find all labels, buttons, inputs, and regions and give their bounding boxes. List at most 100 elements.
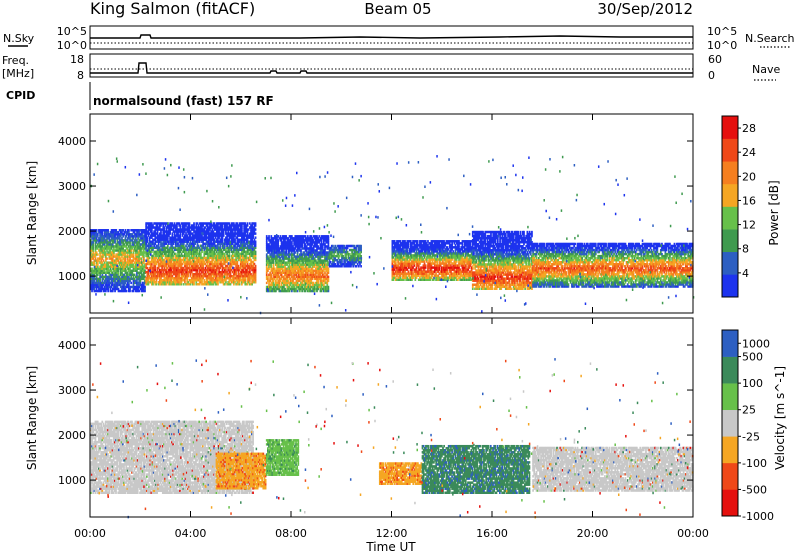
scatter-cell (308, 275, 310, 279)
scatter-cell (193, 248, 195, 252)
scatter-cell (165, 256, 168, 260)
scatter-cell (217, 222, 219, 225)
scatter-cell (305, 247, 308, 250)
scatter-cell (314, 263, 317, 266)
scatter-cell (189, 260, 192, 264)
scatter-cell (125, 233, 128, 236)
scatter-cell (106, 245, 108, 248)
scatter-cell (248, 270, 251, 274)
scatter-cell (158, 276, 161, 280)
scatter-cell (235, 264, 238, 268)
scatter-cell (117, 257, 120, 260)
scatter-cell (146, 236, 149, 239)
scatter-cell (218, 222, 220, 225)
scatter-cell (285, 253, 288, 256)
scatter-cell (115, 283, 118, 287)
scatter-cell (304, 289, 307, 293)
scatter-cell (123, 239, 126, 242)
scatter-cell (160, 240, 162, 243)
scatter-cell (137, 241, 139, 244)
scatter-cell (173, 222, 176, 225)
scatter-cell (169, 246, 171, 250)
scatter-cell (177, 252, 179, 256)
scatter-cell (142, 289, 145, 293)
scatter-cell (225, 250, 227, 254)
scatter-cell (269, 259, 272, 262)
scatter-cell (128, 233, 130, 236)
scatter-cell (270, 259, 273, 262)
scatter-cell (138, 249, 141, 252)
scatter-cell (196, 246, 199, 250)
scatter-cell (99, 289, 101, 293)
scatter-cell (150, 250, 153, 254)
scatter-cell (217, 264, 219, 268)
scatter-cell (123, 289, 126, 293)
scatter-cell (272, 239, 275, 242)
scatter-cell (231, 279, 234, 282)
scatter-cell (161, 238, 163, 241)
scatter-cell (206, 266, 209, 270)
scatter-cell (171, 222, 174, 225)
scatter-cell (178, 250, 181, 254)
scatter-cell (199, 264, 202, 268)
scatter-cell (265, 271, 268, 275)
scatter-cell (123, 279, 126, 283)
scatter-cell (150, 276, 153, 280)
scatter-cell (126, 249, 129, 252)
scatter-cell (181, 228, 184, 231)
scatter-cell (149, 262, 152, 266)
scatter-cell (170, 238, 173, 241)
scatter-cell (214, 244, 217, 247)
scatter-cell (138, 285, 141, 289)
scatter-cell (198, 268, 201, 272)
scatter-cell (123, 249, 126, 252)
scatter-cell (243, 254, 246, 258)
scatter-cell (202, 270, 205, 274)
scatter-cell (235, 246, 238, 250)
scatter-cell (128, 259, 130, 262)
scatter-cell (99, 245, 101, 248)
scatter-cell (133, 285, 136, 289)
scatter-cell (192, 232, 194, 235)
scatter-cell (272, 243, 275, 246)
scatter-cell (247, 250, 250, 254)
scatter-cell (150, 240, 153, 243)
scatter-cell (222, 281, 225, 284)
scatter-cell (166, 232, 169, 235)
scatter-cell (90, 247, 92, 250)
scatter-cell (122, 247, 124, 250)
scatter-cell (292, 267, 294, 270)
scatter-cell (111, 289, 114, 293)
scatter-cell (114, 269, 116, 272)
scatter-cell (237, 256, 240, 260)
scatter-cell (283, 269, 285, 272)
scatter-cell (267, 263, 269, 266)
scatter-cell (155, 240, 158, 243)
scatter-cell (101, 279, 104, 283)
scatter-cell (184, 226, 186, 229)
scatter-cell (126, 275, 129, 279)
scatter-cell (99, 285, 101, 289)
scatter-cell (230, 230, 233, 233)
scatter-cell (116, 231, 119, 234)
scatter-cell (312, 275, 315, 279)
scatter-cell (239, 276, 242, 280)
scatter-cell (123, 267, 126, 270)
scatter-cell (239, 226, 242, 229)
scatter-cell (300, 265, 302, 268)
scatter-cell (158, 240, 161, 243)
scatter-cell (313, 241, 316, 244)
scatter-cell (241, 281, 243, 284)
scatter-cell (288, 267, 291, 270)
scatter-cell (90, 243, 92, 246)
scatter-cell (125, 261, 128, 264)
scatter-cell (142, 281, 145, 285)
scatter-cell (241, 236, 243, 239)
scatter-cell (134, 247, 137, 250)
scatter-cell (170, 283, 173, 286)
scatter-cell (145, 283, 148, 286)
scatter-cell (157, 281, 160, 284)
scatter-cell (207, 230, 210, 233)
scatter-cell (118, 261, 121, 264)
scatter-cell (215, 283, 218, 286)
